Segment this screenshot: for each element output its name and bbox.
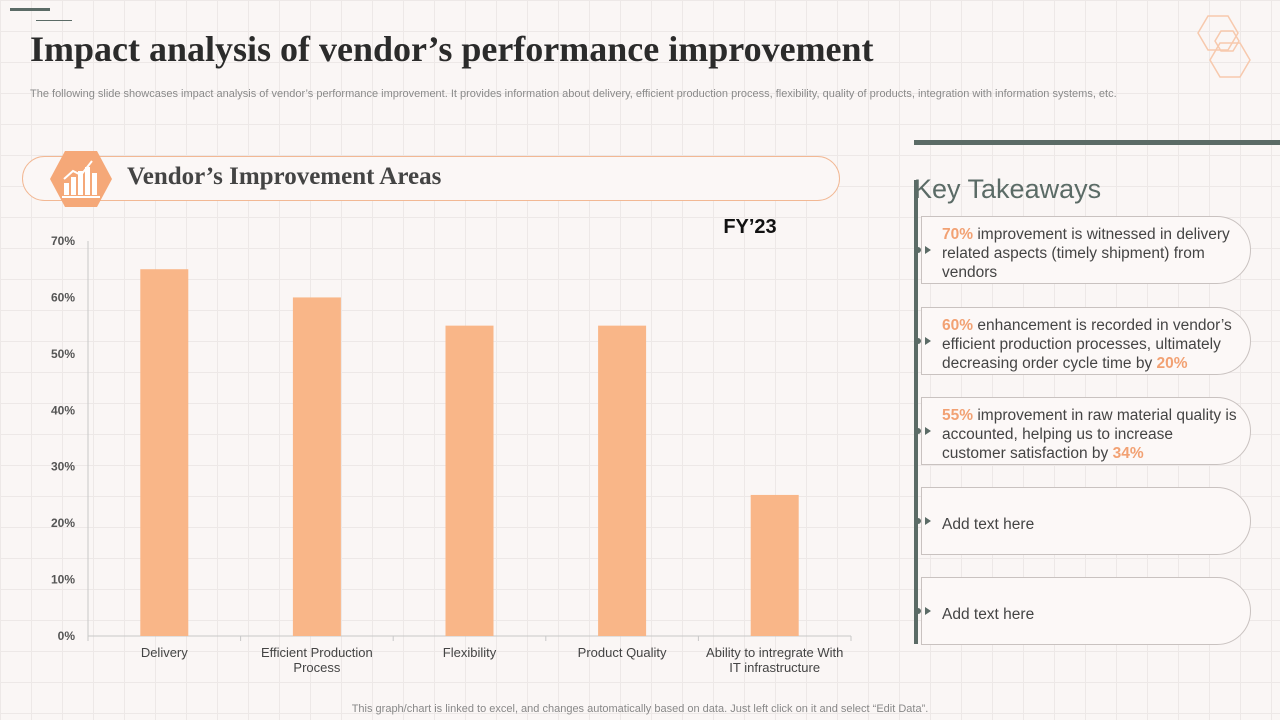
section-banner xyxy=(22,156,840,201)
takeaway-card: Add text here xyxy=(921,487,1251,555)
takeaway-highlight: 34% xyxy=(1112,444,1144,462)
y-tick-label: 50% xyxy=(51,347,75,361)
y-tick-label: 40% xyxy=(51,403,75,417)
takeaway-phrase: enhancement is recorded in vendor’s effi… xyxy=(942,316,1232,372)
decor-line-short xyxy=(36,20,72,21)
y-tick-label: 20% xyxy=(51,516,75,530)
x-tick-label: Ability to intregrate With xyxy=(706,645,843,660)
takeaways-timeline xyxy=(914,180,918,644)
takeaway-text: Add text here xyxy=(942,605,1240,624)
x-tick-label: Product Quality xyxy=(578,645,667,660)
takeaway-phrase: Add text here xyxy=(942,515,1035,533)
x-tick-label: Flexibility xyxy=(443,645,497,660)
takeaway-text: 70% improvement is witnessed in delivery… xyxy=(942,225,1240,282)
arrow-right-icon xyxy=(915,246,931,254)
x-tick-label: Process xyxy=(293,660,340,675)
chart-building-icon xyxy=(50,151,112,207)
hexagon-decor-icon xyxy=(1197,15,1251,78)
bar-5 xyxy=(750,494,799,636)
arrow-right-icon xyxy=(915,337,931,345)
x-tick-label: Delivery xyxy=(141,645,188,660)
takeaway-card: Add text here xyxy=(921,577,1251,645)
bar-4 xyxy=(598,325,647,636)
takeaway-card: 70% improvement is witnessed in delivery… xyxy=(921,216,1251,284)
chart-title: FY’23 xyxy=(723,216,777,238)
arrow-right-icon xyxy=(915,607,931,615)
y-tick-label: 70% xyxy=(51,234,75,248)
takeaway-highlight: 20% xyxy=(1156,354,1188,372)
takeaway-text: 55% improvement in raw material quality … xyxy=(942,406,1240,463)
bar-1 xyxy=(140,269,189,636)
y-tick-label: 60% xyxy=(51,290,75,304)
bar-2 xyxy=(292,297,341,636)
takeaway-highlight: 55% xyxy=(942,406,974,424)
page-subtitle: The following slide showcases impact ana… xyxy=(30,88,1117,100)
arrow-right-icon xyxy=(915,517,931,525)
takeaway-text: 60% enhancement is recorded in vendor’s … xyxy=(942,316,1240,373)
takeaway-phrase: improvement is witnessed in delivery rel… xyxy=(942,225,1230,281)
takeaway-phrase: improvement in raw material quality is a… xyxy=(942,406,1237,462)
bar-3 xyxy=(445,325,494,636)
takeaway-highlight: 60% xyxy=(942,316,974,334)
section-title: Vendor’s Improvement Areas xyxy=(127,163,442,190)
takeaway-card: 55% improvement in raw material quality … xyxy=(921,397,1251,465)
y-tick-label: 30% xyxy=(51,460,75,474)
bar-chart: 0% 10% 20% 30% 40% 50% 60% 70% Delivery Efficient… xyxy=(51,234,852,675)
takeaway-phrase: Add text here xyxy=(942,605,1035,623)
arrow-right-icon xyxy=(915,427,931,435)
takeaway-card: 60% enhancement is recorded in vendor’s … xyxy=(921,307,1251,375)
y-tick-label: 10% xyxy=(51,573,75,587)
footer-note: This graph/chart is linked to excel, and… xyxy=(351,703,929,715)
takeaway-text: Add text here xyxy=(942,515,1240,534)
y-tick-label: 0% xyxy=(58,629,76,643)
takeaways-title: Key Takeaways xyxy=(914,174,1102,204)
x-tick-label: Efficient Production xyxy=(261,645,373,660)
page-title: Impact analysis of vendor’s performance … xyxy=(30,29,874,69)
x-tick-label: IT infrastructure xyxy=(729,660,820,675)
takeaway-highlight: 70% xyxy=(942,225,974,243)
decor-line-top xyxy=(10,8,50,11)
takeaways-top-bar xyxy=(914,140,1280,145)
